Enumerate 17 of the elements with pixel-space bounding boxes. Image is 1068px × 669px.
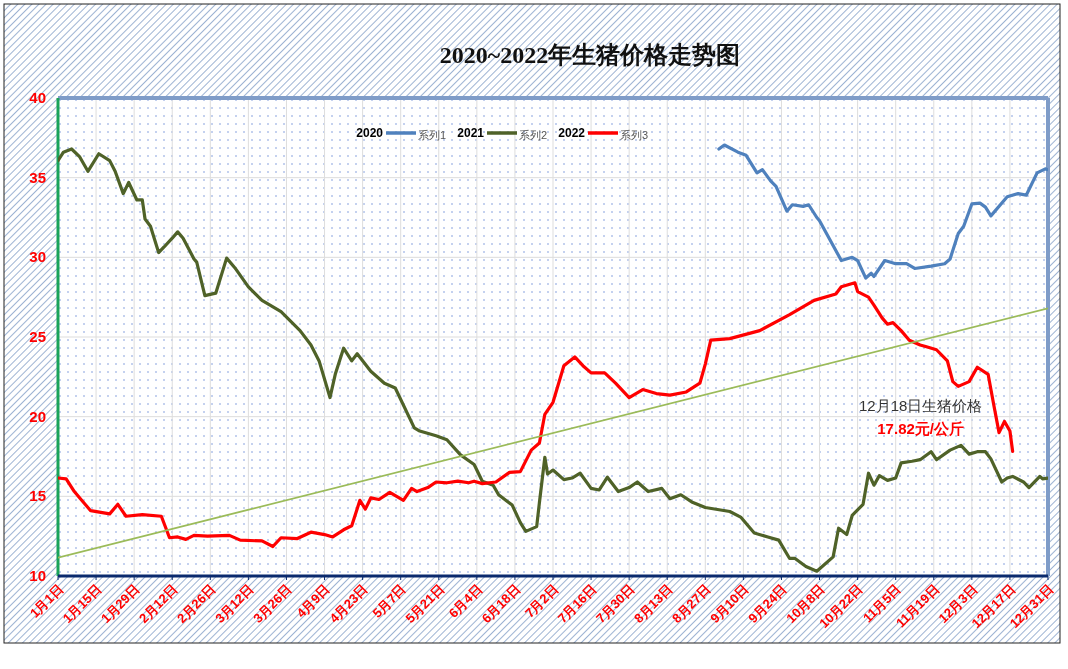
y-tick-label: 20	[29, 407, 46, 425]
annotation: 17.82元/公斤	[877, 420, 964, 438]
legend-label: 2020	[356, 126, 384, 140]
annotation: 系列1	[418, 129, 447, 141]
y-tick-label: 30	[29, 248, 46, 266]
y-tick-label: 10	[29, 567, 46, 584]
line-series	[717, 143, 1048, 280]
annotation: 系列2	[519, 129, 548, 141]
legend-label: 2021	[457, 126, 485, 140]
y-tick-label: 25	[29, 328, 46, 345]
chart-title: 2020~2022年生猪价格走势图	[439, 42, 741, 68]
y-tick-label: 35	[29, 168, 46, 186]
annotation: 12月18日生猪价格	[858, 397, 983, 415]
annotation: 系列3	[620, 129, 649, 141]
legend-label: 2022	[558, 126, 586, 140]
y-tick-label: 15	[29, 487, 46, 505]
y-tick-label: 40	[29, 89, 46, 106]
